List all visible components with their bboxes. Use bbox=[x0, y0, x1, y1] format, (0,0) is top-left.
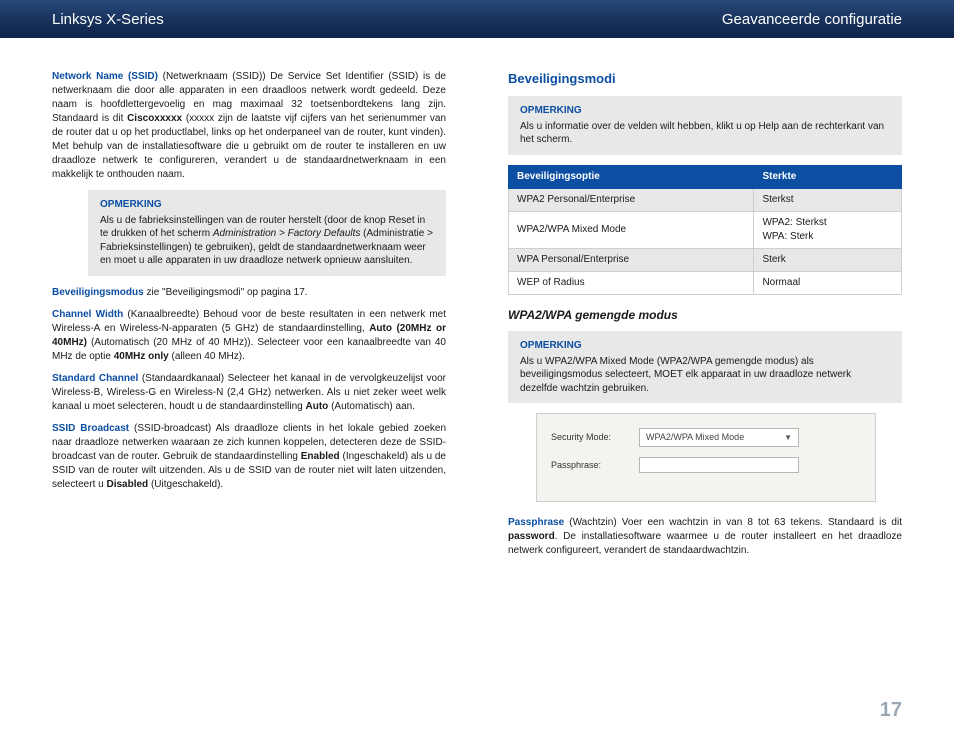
bold: Enabled bbox=[301, 451, 340, 462]
text: (alleen 40 MHz). bbox=[169, 351, 245, 362]
note-title: OPMERKING bbox=[520, 339, 890, 353]
heading-beveiligingsmodi: Beveiligingsmodi bbox=[508, 70, 902, 88]
ui-screenshot: Security Mode: WPA2/WPA Mixed Mode ▼ Pas… bbox=[536, 413, 876, 502]
ui-label-passphrase: Passphrase: bbox=[551, 459, 639, 472]
table-row: WPA2/WPA Mixed ModeWPA2: Sterkst WPA: St… bbox=[509, 211, 902, 248]
term-ssidb: SSID Broadcast bbox=[52, 423, 129, 434]
security-table: Beveiligingsoptie Sterkte WPA2 Personal/… bbox=[508, 165, 902, 295]
passphrase-input[interactable] bbox=[639, 457, 799, 473]
text: . De installatiesoftware waarmee u de ro… bbox=[508, 531, 902, 556]
cell: Normaal bbox=[754, 271, 902, 294]
note-title: OPMERKING bbox=[100, 198, 434, 212]
right-column: Beveiligingsmodi OPMERKING Als u informa… bbox=[508, 70, 902, 566]
para-secmode: Beveiligingsmodus zie "Beveiligingsmodi"… bbox=[52, 286, 446, 300]
page-number: 17 bbox=[880, 699, 902, 722]
header-left: Linksys X-Series bbox=[52, 11, 164, 28]
text: (Automatisch (20 MHz of 40 MHz)). Select… bbox=[52, 337, 446, 362]
th-option: Beveiligingsoptie bbox=[509, 165, 754, 188]
bold: 40MHz only bbox=[114, 351, 169, 362]
term-ssid: Network Name (SSID) bbox=[52, 71, 158, 82]
note-mixed-mode: OPMERKING Als u WPA2/WPA Mixed Mode (WPA… bbox=[508, 331, 902, 403]
table-row: WPA2 Personal/EnterpriseSterkst bbox=[509, 188, 902, 211]
para-passphrase: Passphrase (Wachtzin) Voer een wachtzin … bbox=[508, 516, 902, 558]
para-ssid-broadcast: SSID Broadcast (SSID-broadcast) Als draa… bbox=[52, 422, 446, 492]
term-chwidth: Channel Width bbox=[52, 309, 123, 320]
para-ssid: Network Name (SSID) (Netwerknaam (SSID))… bbox=[52, 70, 446, 182]
term-passphrase: Passphrase bbox=[508, 517, 564, 528]
term-stdch: Standard Channel bbox=[52, 373, 138, 384]
cell: WEP of Radius bbox=[509, 271, 754, 294]
term-secmode: Beveiligingsmodus bbox=[52, 287, 144, 298]
table-body: WPA2 Personal/EnterpriseSterkst WPA2/WPA… bbox=[509, 188, 902, 294]
bold: password bbox=[508, 531, 555, 542]
note-body: Als u informatie over de velden wilt heb… bbox=[520, 121, 884, 146]
ui-row-passphrase: Passphrase: bbox=[551, 457, 861, 473]
subheading-wpa2wpa: WPA2/WPA gemengde modus bbox=[508, 307, 902, 324]
table-row: WPA Personal/EnterpriseSterk bbox=[509, 248, 902, 271]
chevron-down-icon: ▼ bbox=[784, 432, 792, 443]
bold: Ciscoxxxxx bbox=[127, 113, 182, 124]
security-mode-select[interactable]: WPA2/WPA Mixed Mode ▼ bbox=[639, 428, 799, 447]
ui-row-security: Security Mode: WPA2/WPA Mixed Mode ▼ bbox=[551, 428, 861, 447]
table-row: WEP of RadiusNormaal bbox=[509, 271, 902, 294]
note-title: OPMERKING bbox=[520, 104, 890, 118]
left-column: Network Name (SSID) (Netwerknaam (SSID))… bbox=[52, 70, 446, 566]
note-help: OPMERKING Als u informatie over de velde… bbox=[508, 96, 902, 155]
para-std-channel: Standard Channel (Standaardkanaal) Selec… bbox=[52, 372, 446, 414]
select-value: WPA2/WPA Mixed Mode bbox=[646, 431, 744, 444]
header-right: Geavanceerde configuratie bbox=[722, 11, 902, 28]
bold: Auto bbox=[306, 401, 329, 412]
text: (Uitgeschakeld). bbox=[148, 479, 223, 490]
page-header: Linksys X-Series Geavanceerde configurat… bbox=[0, 0, 954, 38]
para-channel-width: Channel Width (Kanaalbreedte) Behoud voo… bbox=[52, 308, 446, 364]
bold: Disabled bbox=[106, 479, 148, 490]
note-italic: Administration > Factory Defaults bbox=[213, 228, 361, 239]
text: (Wachtzin) Voer een wachtzin in van 8 to… bbox=[564, 517, 902, 528]
cell: WPA2: Sterkst WPA: Sterk bbox=[754, 211, 902, 248]
cell: Sterkst bbox=[754, 188, 902, 211]
cell: WPA2 Personal/Enterprise bbox=[509, 188, 754, 211]
text: (Automatisch) aan. bbox=[328, 401, 415, 412]
cell: WPA Personal/Enterprise bbox=[509, 248, 754, 271]
cell: Sterk bbox=[754, 248, 902, 271]
th-strength: Sterkte bbox=[754, 165, 902, 188]
note-factory-defaults: OPMERKING Als u de fabrieksinstellingen … bbox=[88, 190, 446, 276]
page-body: Network Name (SSID) (Netwerknaam (SSID))… bbox=[0, 38, 954, 566]
cell: WPA2/WPA Mixed Mode bbox=[509, 211, 754, 248]
note-body: Als u WPA2/WPA Mixed Mode (WPA2/WPA geme… bbox=[520, 356, 851, 394]
text: zie "Beveiligingsmodi" op pagina 17. bbox=[144, 287, 308, 298]
ui-label-security: Security Mode: bbox=[551, 431, 639, 444]
